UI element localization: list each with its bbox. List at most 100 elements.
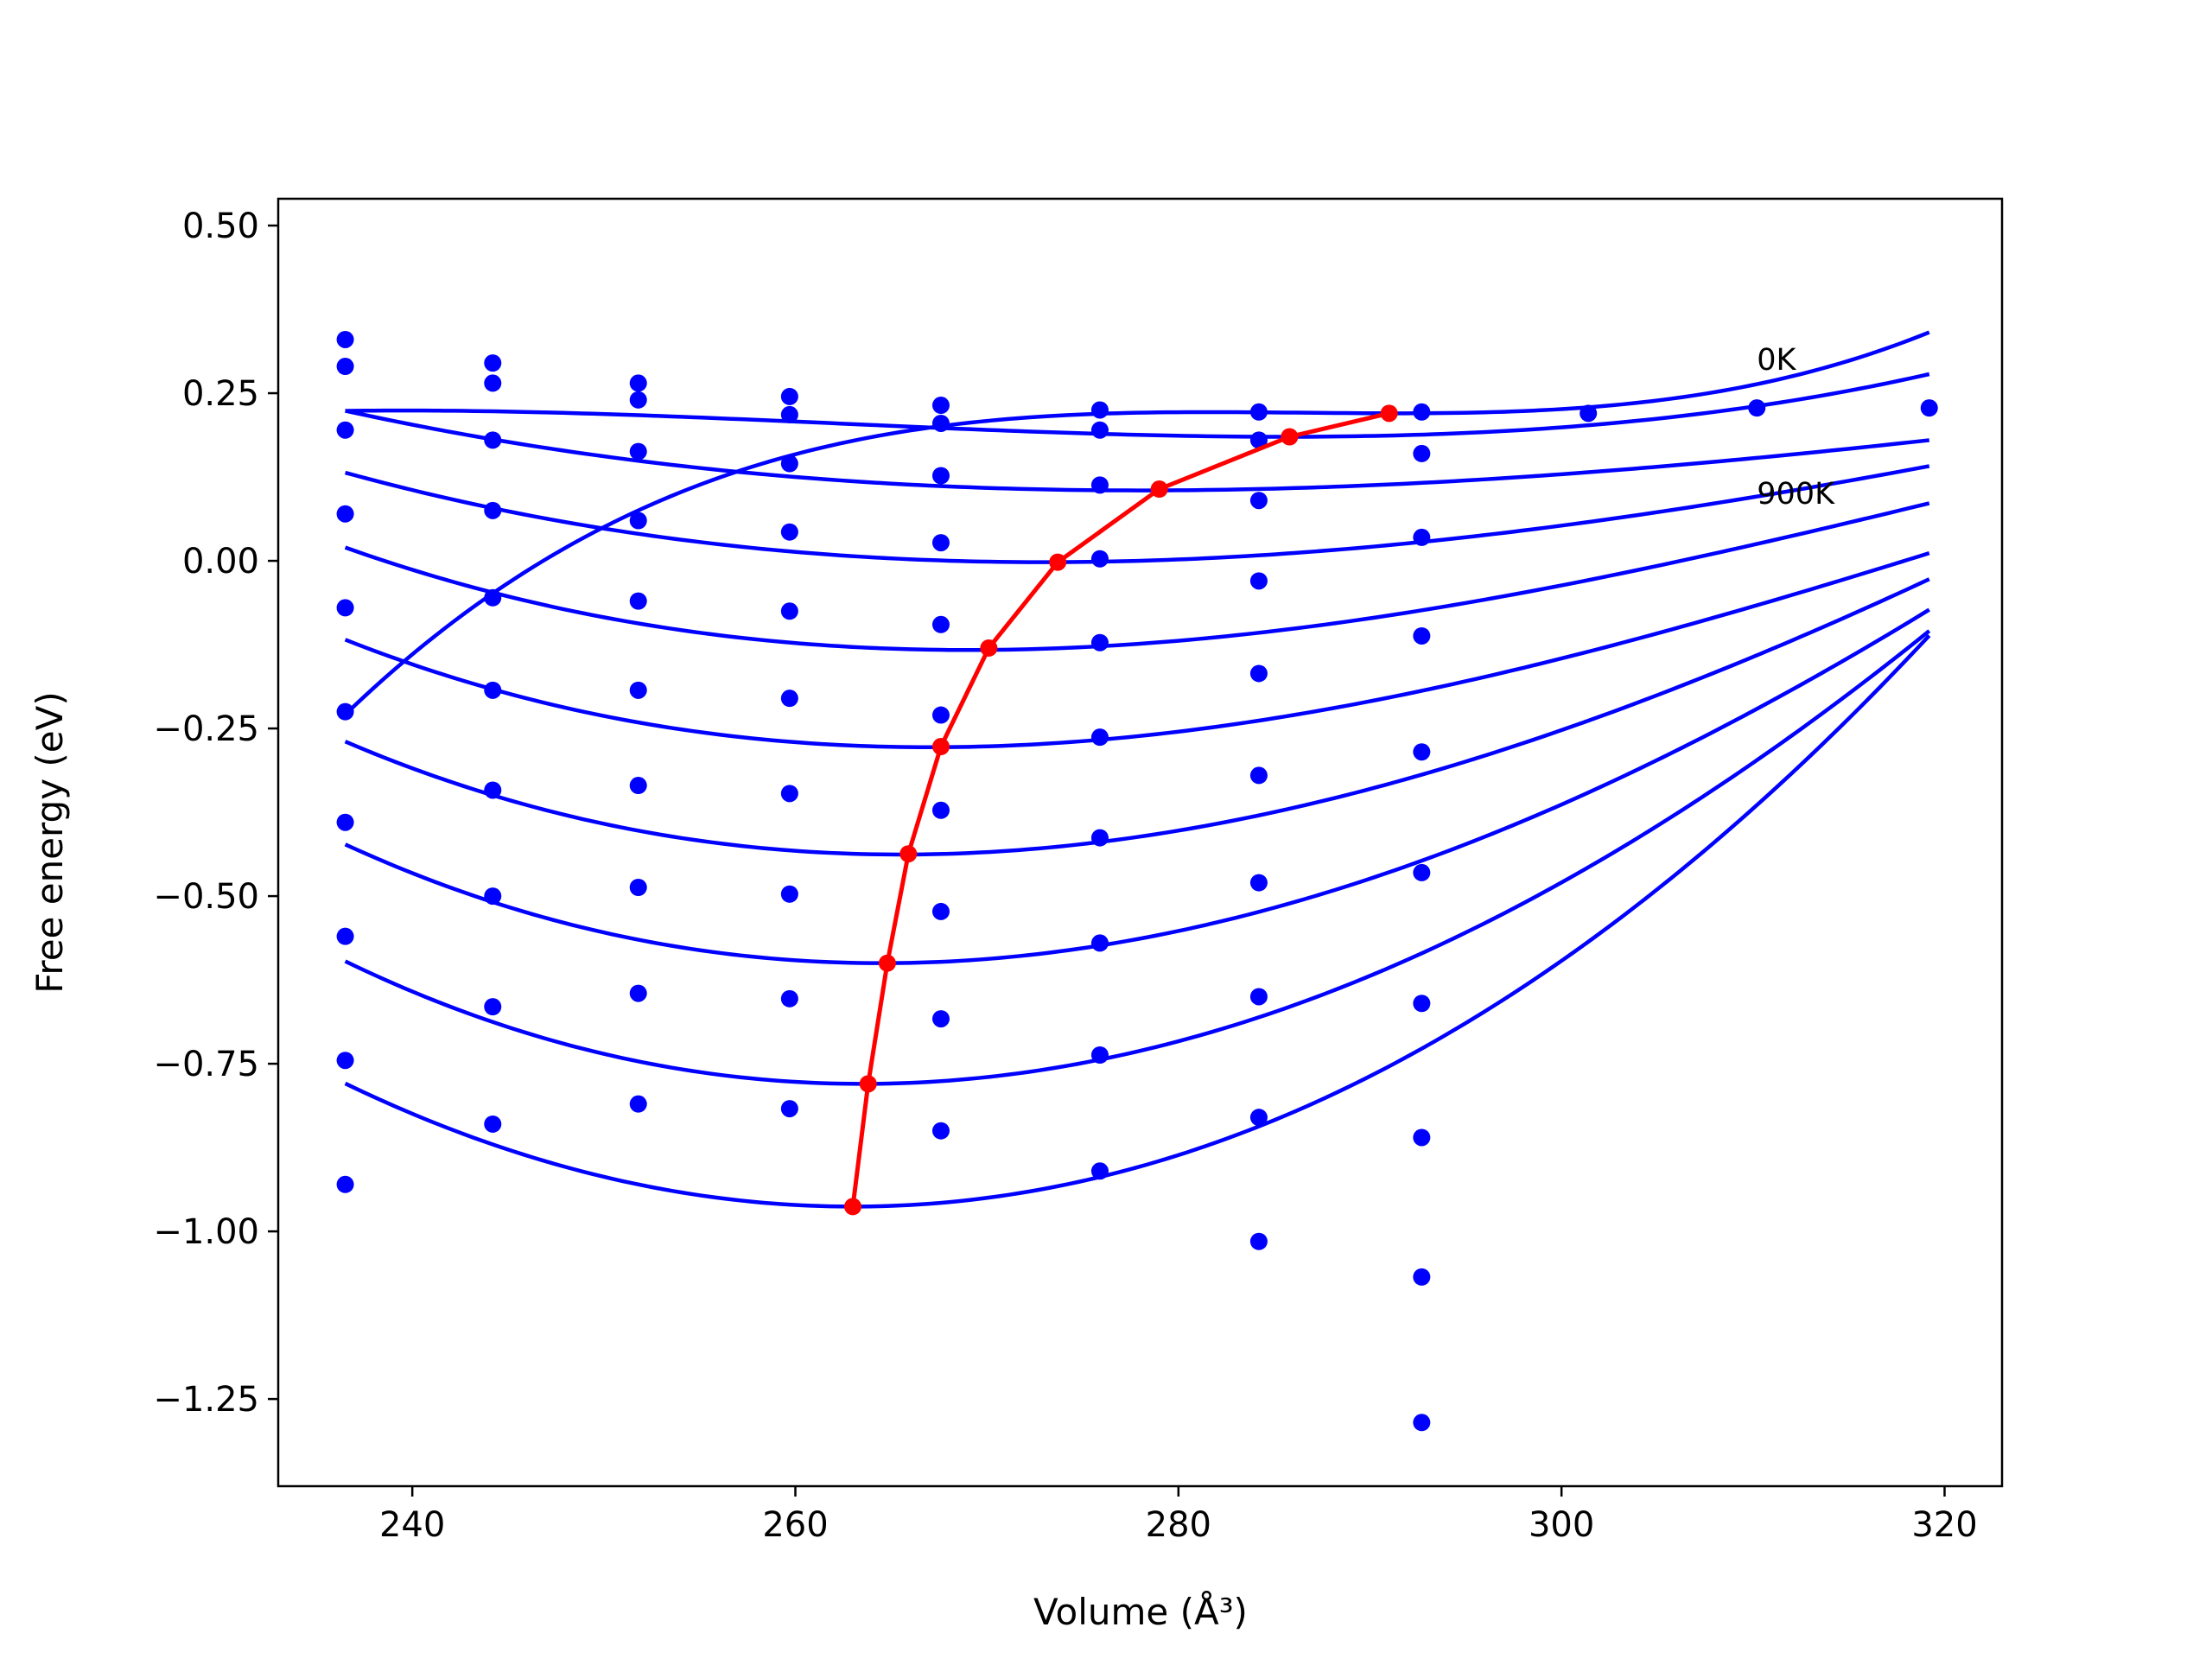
data-point: [1090, 728, 1109, 747]
fit-curve-3: [344, 464, 1930, 564]
data-point: [1249, 874, 1268, 892]
data-point: [931, 534, 950, 552]
data-point: [484, 431, 502, 449]
data-point: [1413, 444, 1431, 462]
data-point: [780, 454, 798, 473]
data-point: [629, 878, 647, 896]
fit-curve-6: [344, 577, 1930, 857]
data-point: [931, 1122, 950, 1140]
fit-curve-1: [345, 372, 1930, 439]
minima-point: [1281, 428, 1299, 446]
data-points: [336, 330, 1938, 1432]
data-point: [780, 405, 798, 423]
data-point: [780, 989, 798, 1007]
data-point: [1413, 995, 1431, 1013]
fit-curve-8: [344, 629, 1931, 1086]
data-point: [484, 998, 502, 1016]
minima-point: [878, 954, 896, 972]
temperature-annotation: 900K: [1757, 477, 1835, 512]
minima-series: [844, 404, 1398, 1216]
y-axis: 0.50 0.25 0.00 −0.25 −0.50 −0.75 −1.00 −1.25: [153, 207, 278, 1420]
data-point: [484, 588, 502, 607]
data-point: [484, 681, 502, 699]
data-point: [1249, 492, 1268, 510]
y-tick-label: −1.25: [153, 1380, 259, 1420]
data-point: [1413, 1128, 1431, 1147]
data-point: [1249, 431, 1268, 449]
data-point: [629, 984, 647, 1002]
data-point: [1090, 829, 1109, 847]
data-point: [1249, 1109, 1268, 1127]
data-point: [484, 887, 502, 906]
data-point: [336, 421, 354, 439]
data-point: [931, 467, 950, 485]
data-point: [1090, 421, 1109, 439]
data-point: [1090, 1162, 1109, 1180]
data-point: [336, 813, 354, 831]
data-point: [931, 706, 950, 724]
data-point: [484, 781, 502, 799]
minima-point: [899, 845, 918, 863]
data-point: [1413, 1414, 1431, 1432]
data-point: [1580, 404, 1598, 423]
x-tick-label: 300: [1529, 1505, 1594, 1545]
data-point: [1413, 1268, 1431, 1286]
data-point: [1249, 988, 1268, 1006]
y-tick-label: 0.25: [182, 374, 259, 414]
x-tick-label: 260: [762, 1505, 828, 1545]
minima-point: [1049, 553, 1067, 571]
minima-point: [931, 738, 950, 756]
data-point: [336, 927, 354, 945]
data-point: [629, 777, 647, 795]
data-point: [629, 512, 647, 530]
x-axis-label: Volume (Å³): [1033, 1590, 1248, 1633]
fit-curves: [344, 330, 1931, 1209]
data-point: [484, 354, 502, 372]
fit-curve-9: [344, 633, 1931, 1209]
data-point: [931, 414, 950, 432]
y-axis-label: Free energy (eV): [29, 691, 71, 994]
data-point: [629, 592, 647, 610]
data-point: [336, 505, 354, 523]
data-point: [1413, 863, 1431, 881]
data-point: [629, 442, 647, 461]
minima-point: [1150, 480, 1168, 499]
y-tick-label: 0.50: [182, 207, 259, 246]
temperature-annotation: 0K: [1757, 343, 1796, 378]
data-point: [931, 902, 950, 920]
data-point: [931, 397, 950, 415]
data-point: [780, 785, 798, 803]
data-point: [780, 690, 798, 708]
data-point: [1090, 401, 1109, 419]
data-point: [1920, 399, 1938, 417]
data-point: [931, 801, 950, 819]
y-tick-label: −0.25: [153, 709, 259, 749]
data-point: [780, 387, 798, 405]
data-point: [1090, 550, 1109, 568]
data-point: [1413, 743, 1431, 761]
data-point: [336, 1052, 354, 1070]
data-point: [780, 602, 798, 620]
minima-point: [844, 1198, 861, 1216]
y-tick-label: −0.50: [153, 877, 259, 917]
plot-area: [336, 330, 1938, 1432]
data-point: [1090, 476, 1109, 494]
data-point: [1748, 399, 1766, 417]
data-point: [780, 1100, 798, 1118]
fit-curve-2: [345, 409, 1930, 493]
data-point: [484, 1115, 502, 1133]
data-point: [336, 1175, 354, 1193]
data-point: [484, 501, 502, 519]
minima-point: [1380, 404, 1398, 423]
x-tick-label: 320: [1911, 1505, 1977, 1545]
data-point: [1413, 626, 1431, 645]
data-point: [931, 615, 950, 633]
data-point: [629, 681, 647, 699]
data-point: [1413, 403, 1431, 421]
x-axis: 240 260 280 300 320: [379, 1486, 1978, 1545]
data-point: [1413, 528, 1431, 546]
annotations: 0K 900K: [1757, 343, 1835, 512]
data-point: [336, 358, 354, 376]
data-point: [780, 885, 798, 903]
data-point: [629, 391, 647, 409]
